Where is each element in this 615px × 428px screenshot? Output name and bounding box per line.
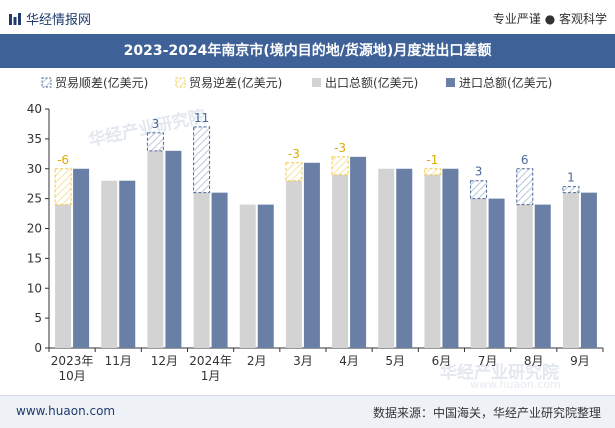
x-tick-label: 11月 [105,354,132,368]
export-bar [378,168,395,348]
watermark-url: www.huaon.com [470,378,561,391]
import-bar [165,150,182,348]
top-bar: 华经情报网 专业严谨 ● 客观科学 [0,0,615,35]
legend-swatch-import [446,78,455,87]
logo[interactable]: 华经情报网 [8,9,91,28]
surplus-segment [562,186,580,194]
x-tick-label: 9月 [570,354,590,368]
y-tick-label: 10 [27,281,42,295]
import-bar [211,192,228,348]
import-bar [119,180,136,348]
balance-label: 11 [194,111,209,125]
balance-label: 3 [475,165,483,179]
x-tick-label: 6月 [432,354,452,368]
balance-label: 3 [152,117,160,131]
x-tick-label: 2月 [247,354,267,368]
logo-text: 华经情报网 [26,13,92,28]
deficit-segment [423,168,441,176]
watermark-text: 华经产业研究院 [440,362,559,383]
deficit-segment [285,162,303,182]
export-bar [147,132,164,348]
x-tick-label: 2023年 [51,354,94,368]
y-tick-label: 5 [34,311,42,325]
deficit-segment [54,168,72,206]
tagline: 专业严谨 ● 客观科学 [492,12,607,26]
footer: www.huaon.com 数据来源：中国海关，华经产业研究院整理 [0,395,615,428]
surplus-segment [193,126,211,194]
export-bar [332,174,349,348]
footer-source: 数据来源：中国海关，华经产业研究院整理 [372,406,601,420]
legend-label: 贸易顺差(亿美元) [55,75,148,90]
y-tick-label: 0 [34,341,42,355]
balance-label: -3 [288,147,300,161]
import-bar [396,168,413,348]
import-bar [488,198,505,348]
legend-swatch-deficit [175,77,186,88]
legend-label: 出口总额(亿美元) [325,75,418,90]
export-bar [239,204,256,348]
surplus-segment [146,132,164,152]
balance-label: 6 [521,153,529,167]
import-bar [442,168,459,348]
export-bar [516,168,533,348]
balance-label: -1 [426,153,438,167]
y-tick-label: 40 [27,102,42,116]
legend-label: 进口总额(亿美元) [459,75,552,90]
x-tick-label: 5月 [385,354,405,368]
x-tick-label: 4月 [339,354,359,368]
import-bar [303,162,320,348]
footer-website[interactable]: www.huaon.com [16,404,116,418]
export-bar [285,180,302,348]
x-tick-label: 1月 [201,369,221,383]
x-tick-label: 3月 [293,354,313,368]
surplus-segment [516,168,534,206]
import-bar [350,156,367,348]
legend-swatch-surplus [41,77,52,88]
export-bar [562,186,579,348]
balance-label: 1 [567,171,575,185]
x-tick-label: 2024年 [189,354,232,368]
x-tick-label: 7月 [478,354,498,368]
surplus-segment [470,180,488,200]
y-tick-label: 35 [27,132,42,146]
x-tick-label: 10月 [58,369,85,383]
chart-title: 2023-2024年南京市(境内目的地/货源地)月度进出口差额 [0,34,615,68]
y-tick-label: 30 [27,162,42,176]
y-tick-label: 15 [27,251,42,265]
import-bar [580,192,597,348]
x-tick-label: 12月 [151,354,178,368]
x-tick-label: 8月 [524,354,544,368]
import-bar [534,204,551,348]
export-bar [101,180,118,348]
y-tick-label: 25 [27,192,42,206]
logo-icon [9,13,21,25]
balance-label: -6 [57,153,69,167]
export-bar [470,180,487,348]
export-bar [55,204,72,348]
legend-swatch-export [312,78,321,87]
y-tick-label: 20 [27,222,42,236]
import-bar [257,204,274,348]
balance-label: -3 [334,141,346,155]
deficit-segment [331,156,349,176]
export-bar [424,174,441,348]
import-bar [73,168,90,348]
legend-label: 贸易逆差(亿美元) [189,75,282,90]
